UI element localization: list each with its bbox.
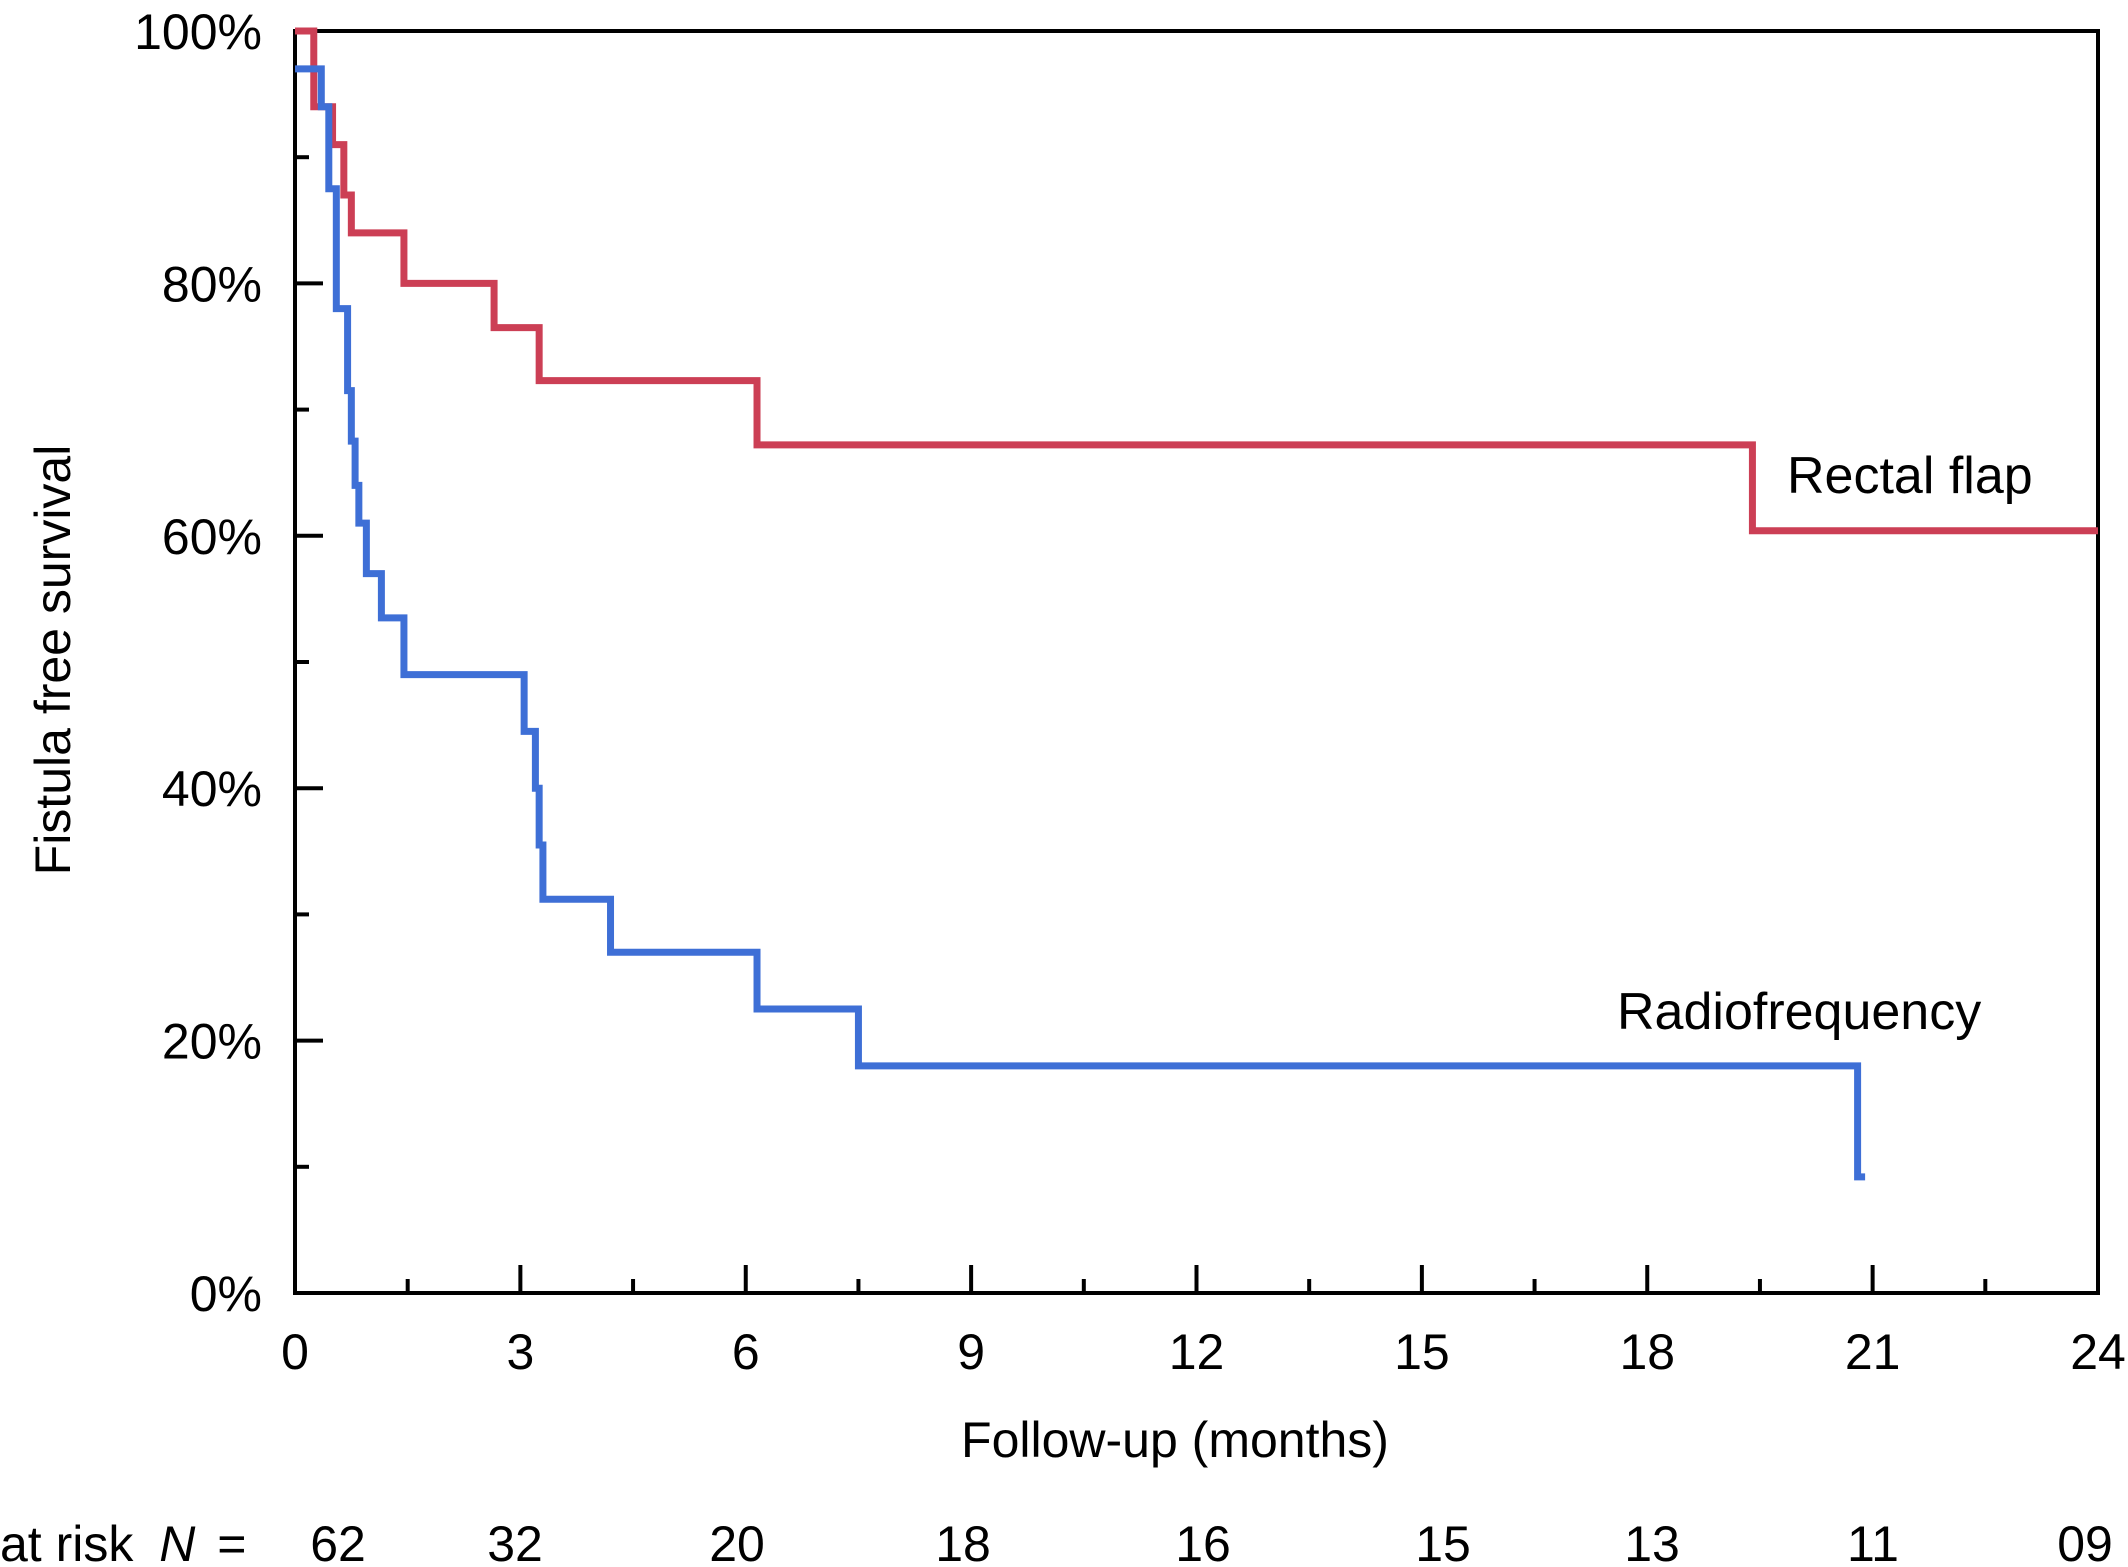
series-line-radiofrequency [295,65,1866,1181]
series-label-radiofrequency: Radiofrequency [1617,983,1981,1041]
at-risk-value-3: 18 [935,1516,991,1567]
at-risk-value-6: 13 [1624,1516,1680,1567]
at-risk-label-eq: = [217,1516,246,1567]
x-tick-label-8: 24 [2070,1324,2126,1380]
x-tick-labels: 0 3 6 9 12 15 18 21 24 [281,1324,2126,1380]
at-risk-label-n: N [159,1516,196,1567]
y-tick-label-5: 100% [134,4,262,60]
x-axis-title: Follow-up (months) [961,1412,1389,1468]
y-tick-label-4: 80% [162,256,262,312]
y-tick-labels: 0% 20% 40% 60% 80% 100% [134,4,262,1322]
at-risk-value-8: 09 [2057,1516,2113,1567]
plot-frame [293,29,2100,1295]
x-tick-label-3: 9 [957,1324,985,1380]
x-tick-label-0: 0 [281,1324,309,1380]
y-tick-label-0: 0% [190,1266,262,1322]
at-risk-label: at risk N = [0,1516,246,1567]
series-line-rectal-flap [295,27,2098,535]
at-risk-value-5: 15 [1415,1516,1471,1567]
series-label-rectal-flap: Rectal flap [1787,447,2033,505]
x-tick-label-7: 21 [1845,1324,1901,1380]
y-tick-label-2: 40% [162,761,262,817]
at-risk-values: 62 32 20 18 16 15 13 11 09 [310,1516,2113,1567]
at-risk-value-4: 16 [1175,1516,1231,1567]
x-tick-label-2: 6 [732,1324,760,1380]
at-risk-value-2: 20 [709,1516,765,1567]
at-risk-label-text: at risk [0,1516,134,1567]
y-tick-label-1: 20% [162,1014,262,1070]
y-axis-title: Fistula free survival [25,445,81,876]
at-risk-value-7: 11 [1847,1516,1899,1567]
x-tick-label-6: 18 [1619,1324,1675,1380]
y-tick-label-3: 60% [162,509,262,565]
series-lines [295,27,2098,1181]
x-tick-label-4: 12 [1169,1324,1225,1380]
axis-ticks [293,29,2100,1295]
at-risk-value-0: 62 [310,1516,366,1567]
x-tick-label-1: 3 [506,1324,534,1380]
x-tick-label-5: 15 [1394,1324,1450,1380]
at-risk-value-1: 32 [487,1516,543,1567]
